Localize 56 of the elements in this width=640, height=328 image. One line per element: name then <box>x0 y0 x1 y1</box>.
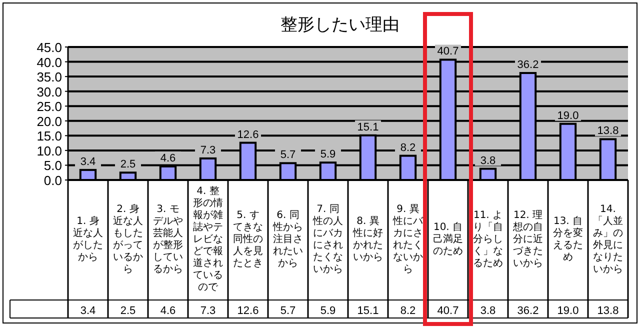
text: 3.8 <box>480 154 496 167</box>
data-label: 40.7 <box>437 305 459 317</box>
data-label: 8.2 <box>400 305 416 317</box>
y-tick-label: 10.0 <box>36 143 62 158</box>
chart-title: 整形したい理由 <box>280 15 400 35</box>
data-label: 5.9 <box>320 305 336 317</box>
x-tick-label: 10. 自己満足のため <box>432 221 464 259</box>
text: 5.7 <box>280 149 296 162</box>
text: 8.2 <box>400 142 416 154</box>
category-label: 4. 整形の情報が雑誌やテレビなどで報道されているので <box>193 186 223 293</box>
data-label: 13.8 <box>597 305 619 317</box>
y-tick-label: 20.0 <box>36 114 62 129</box>
text: 13.8 <box>597 125 619 138</box>
y-tick-label: 25.0 <box>36 99 62 114</box>
x-tick-label: 2. 身近な人もしたがっているから <box>112 203 144 277</box>
data-label: 3.4 <box>80 305 96 317</box>
y-tick-label: 35.0 <box>36 70 62 85</box>
data-label: 2.5 <box>120 305 136 317</box>
x-tick-label: 12. 理想の自分に近づきたいから <box>512 209 544 271</box>
x-tick-label: 14. 「人並み」の外見になりたいから <box>592 203 624 277</box>
bar <box>479 168 497 181</box>
text: 36.2 <box>517 59 539 72</box>
text: 15.1 <box>357 121 379 134</box>
data-label: 3.8 <box>480 305 496 317</box>
text: 19.0 <box>557 110 579 122</box>
text: 2.5 <box>120 158 136 171</box>
y-tick-label: 30.0 <box>36 84 62 100</box>
x-tick-label: 5. すてきな同性の人を見たとき <box>232 209 264 271</box>
y-tick-label: 40.0 <box>36 54 62 70</box>
data-label: 12.6 <box>237 305 259 317</box>
bar <box>119 172 137 181</box>
x-tick-label: 1. 身近な人がしたから <box>72 215 104 265</box>
x-tick-label: 8. 異性に好かれたいから <box>352 215 384 265</box>
x-tick-label: 7. 同性の人にバカにされたくないから <box>312 203 344 277</box>
x-tick-label: 6. 同性から注目されたいから <box>272 209 304 271</box>
data-label: 4.6 <box>160 305 176 317</box>
text: 5.9 <box>320 148 336 161</box>
x-tick-label: 11. より「自分らしく」なるため <box>472 209 504 271</box>
y-tick-label: 5.0 <box>44 158 62 174</box>
text: 4.6 <box>160 152 176 164</box>
text: 40.7 <box>437 46 459 58</box>
x-tick-label: 9. 異性にバカにされたくないから <box>392 203 424 277</box>
data-label: 36.2 <box>517 305 539 317</box>
y-tick-label: 45.0 <box>36 40 62 55</box>
y-tick-label: 15.0 <box>36 128 62 144</box>
data-label: 15.1 <box>357 305 379 317</box>
x-tick-label: 3. モデルや芸能人が整形しているから <box>152 203 184 277</box>
y-tick-label: 0.0 <box>44 173 62 188</box>
data-label: 7.3 <box>200 305 216 317</box>
data-label: 19.0 <box>557 305 579 317</box>
text: 3.4 <box>80 156 96 168</box>
text: 12.6 <box>237 128 259 141</box>
text: 7.3 <box>200 144 216 156</box>
data-label: 5.7 <box>280 305 296 317</box>
bar <box>79 168 97 181</box>
x-tick-label: 13. 自分を変えるため <box>552 215 584 265</box>
